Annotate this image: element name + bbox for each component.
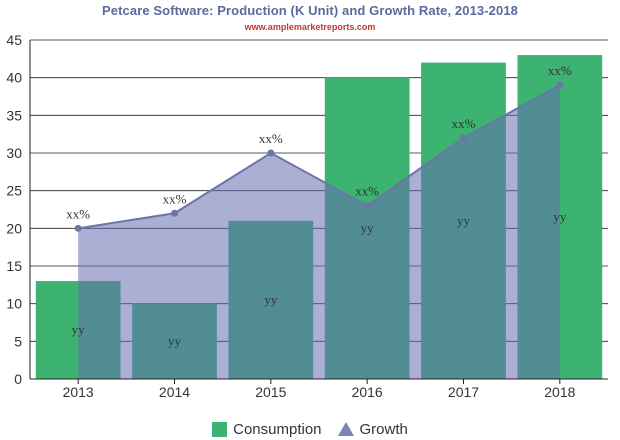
growth-data-label: xx% bbox=[548, 63, 572, 78]
consumption-data-label: yy bbox=[168, 333, 182, 348]
y-tick-label: 35 bbox=[6, 107, 22, 123]
chart-title: Petcare Software: Production (K Unit) an… bbox=[102, 3, 518, 18]
chart-plot: 0 5 10 15 20 25 30 35 40 45 2013 2014 2015 2016 2017 20… bbox=[6, 32, 608, 400]
x-tick-label: 2017 bbox=[448, 384, 479, 400]
growth-data-label: xx% bbox=[259, 131, 283, 146]
growth-data-label: xx% bbox=[355, 184, 379, 199]
consumption-data-label: yy bbox=[72, 322, 86, 337]
data-labels: yy yy yy yy yy yy xx% xx% xx% xx% xx% xx% bbox=[66, 63, 572, 348]
growth-data-label: xx% bbox=[66, 206, 90, 221]
legend-item-growth[interactable]: Growth bbox=[337, 420, 408, 438]
y-tick-label: 45 bbox=[6, 32, 22, 48]
growth-data-label: xx% bbox=[163, 191, 187, 206]
x-tick-label: 2014 bbox=[159, 384, 190, 400]
consumption-data-label: yy bbox=[361, 220, 375, 235]
growth-point[interactable] bbox=[74, 224, 82, 232]
y-tick-label: 0 bbox=[14, 371, 22, 387]
growth-area bbox=[74, 81, 564, 379]
growth-point[interactable] bbox=[556, 81, 564, 89]
legend-label-growth: Growth bbox=[359, 420, 408, 438]
x-tick-label: 2015 bbox=[255, 384, 286, 400]
chart-subtitle: www.amplemarketreports.com bbox=[244, 22, 376, 32]
growth-point[interactable] bbox=[267, 149, 275, 157]
growth-point[interactable] bbox=[171, 209, 178, 217]
consumption-swatch-icon bbox=[212, 421, 228, 437]
y-tick-label: 30 bbox=[6, 145, 22, 161]
y-tick-label: 40 bbox=[6, 70, 22, 86]
y-tick-label: 20 bbox=[6, 220, 22, 236]
x-tick-label: 2013 bbox=[63, 384, 94, 400]
growth-triangle-icon bbox=[337, 422, 354, 436]
consumption-data-label: yy bbox=[553, 209, 567, 224]
y-tick-label: 5 bbox=[14, 333, 22, 349]
x-tick-label: 2016 bbox=[352, 384, 383, 400]
x-tick-label: 2018 bbox=[544, 384, 575, 400]
growth-area-fill bbox=[78, 85, 560, 379]
consumption-data-label: yy bbox=[264, 292, 278, 307]
consumption-data-label: yy bbox=[457, 213, 471, 228]
legend-label-consumption: Consumption bbox=[233, 420, 322, 438]
legend: Consumption Growth bbox=[0, 418, 620, 440]
legend-item-consumption[interactable]: Consumption bbox=[212, 420, 322, 438]
y-tick-label: 10 bbox=[6, 296, 22, 312]
growth-line bbox=[78, 84, 561, 230]
growth-data-label: xx% bbox=[452, 116, 476, 131]
y-tick-label: 15 bbox=[6, 258, 22, 274]
growth-point[interactable] bbox=[460, 134, 467, 142]
axes: 0 5 10 15 20 25 30 35 40 45 2013 2014 2015 2016 2017 20… bbox=[6, 32, 608, 400]
y-tick-label: 25 bbox=[6, 183, 22, 199]
growth-point[interactable] bbox=[363, 202, 371, 210]
